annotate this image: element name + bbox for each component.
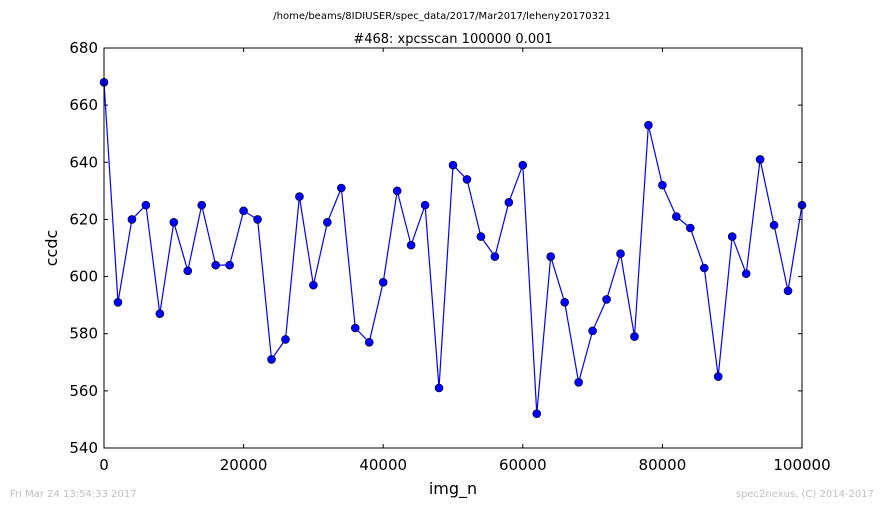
y-tick-label: 580 xyxy=(69,325,98,343)
data-point xyxy=(602,295,611,304)
data-point xyxy=(574,377,583,387)
x-tick-label: 20000 xyxy=(220,456,268,474)
plot-frame xyxy=(103,47,803,449)
data-point xyxy=(462,175,472,184)
footer-credit: spec2nexus, (C) 2014-2017 xyxy=(736,489,874,500)
tick-labels: 0 20000 40000 60000 80000 100000 540 560 580 600 6… xyxy=(69,39,830,474)
data-point xyxy=(420,200,430,210)
data-point xyxy=(364,337,374,347)
data-point xyxy=(644,120,653,130)
data-point xyxy=(323,217,332,227)
data-point xyxy=(783,286,793,296)
data-point xyxy=(727,232,737,241)
y-tick-label: 560 xyxy=(69,382,98,400)
data-point xyxy=(532,409,542,419)
data-point xyxy=(560,297,569,307)
data-point xyxy=(281,335,290,344)
data-point xyxy=(616,249,625,259)
y-tick-label: 660 xyxy=(69,96,98,114)
data-point xyxy=(713,372,723,381)
suptitle: /home/beams/8IDIUSER/spec_data/2017/Mar2… xyxy=(273,11,610,22)
y-axis-label: ccdc xyxy=(42,230,61,267)
data-series xyxy=(99,77,807,419)
data-point xyxy=(113,297,123,307)
data-point xyxy=(769,220,779,230)
data-point xyxy=(476,232,486,241)
data-point xyxy=(211,260,220,270)
data-point xyxy=(183,266,193,276)
data-point xyxy=(169,217,179,227)
data-point xyxy=(253,215,262,224)
data-point xyxy=(197,200,207,210)
data-point xyxy=(239,206,248,216)
data-point xyxy=(127,215,137,224)
y-tick-label: 640 xyxy=(69,153,98,171)
data-point xyxy=(686,223,695,233)
data-point xyxy=(337,183,346,193)
data-point xyxy=(392,186,402,196)
data-point xyxy=(504,197,514,207)
data-point xyxy=(378,277,388,287)
data-point xyxy=(155,309,165,319)
data-point xyxy=(141,200,151,210)
data-point xyxy=(448,160,458,170)
data-point xyxy=(490,252,500,261)
y-tick-label: 680 xyxy=(69,39,98,57)
data-point xyxy=(295,192,304,201)
data-point xyxy=(518,160,528,170)
x-tick-label: 100000 xyxy=(773,456,830,474)
y-tick-label: 540 xyxy=(69,439,98,457)
x-tick-label: 40000 xyxy=(359,456,407,474)
data-point xyxy=(309,280,318,290)
y-tick-label: 620 xyxy=(69,210,98,228)
plot-area xyxy=(104,48,802,448)
data-point xyxy=(658,180,667,190)
x-tick-label: 0 xyxy=(99,456,109,474)
footer-timestamp: Fri Mar 24 13:54:33 2017 xyxy=(10,489,137,500)
data-point xyxy=(588,326,597,336)
data-point xyxy=(672,212,681,221)
x-axis-label: img_n xyxy=(429,479,477,499)
x-tick-label: 60000 xyxy=(499,456,547,474)
data-point xyxy=(406,240,416,250)
data-point xyxy=(699,263,709,273)
data-point xyxy=(630,332,639,341)
y-tick-label: 600 xyxy=(69,268,98,286)
data-point xyxy=(225,260,234,270)
data-point xyxy=(546,252,556,261)
data-point xyxy=(741,269,751,279)
chart-title: #468: xpcsscan 100000 0.001 xyxy=(353,32,552,47)
data-point xyxy=(267,355,276,364)
x-tick-label: 80000 xyxy=(639,456,687,474)
data-point xyxy=(350,323,360,333)
data-point xyxy=(434,383,444,393)
data-point xyxy=(755,155,765,164)
